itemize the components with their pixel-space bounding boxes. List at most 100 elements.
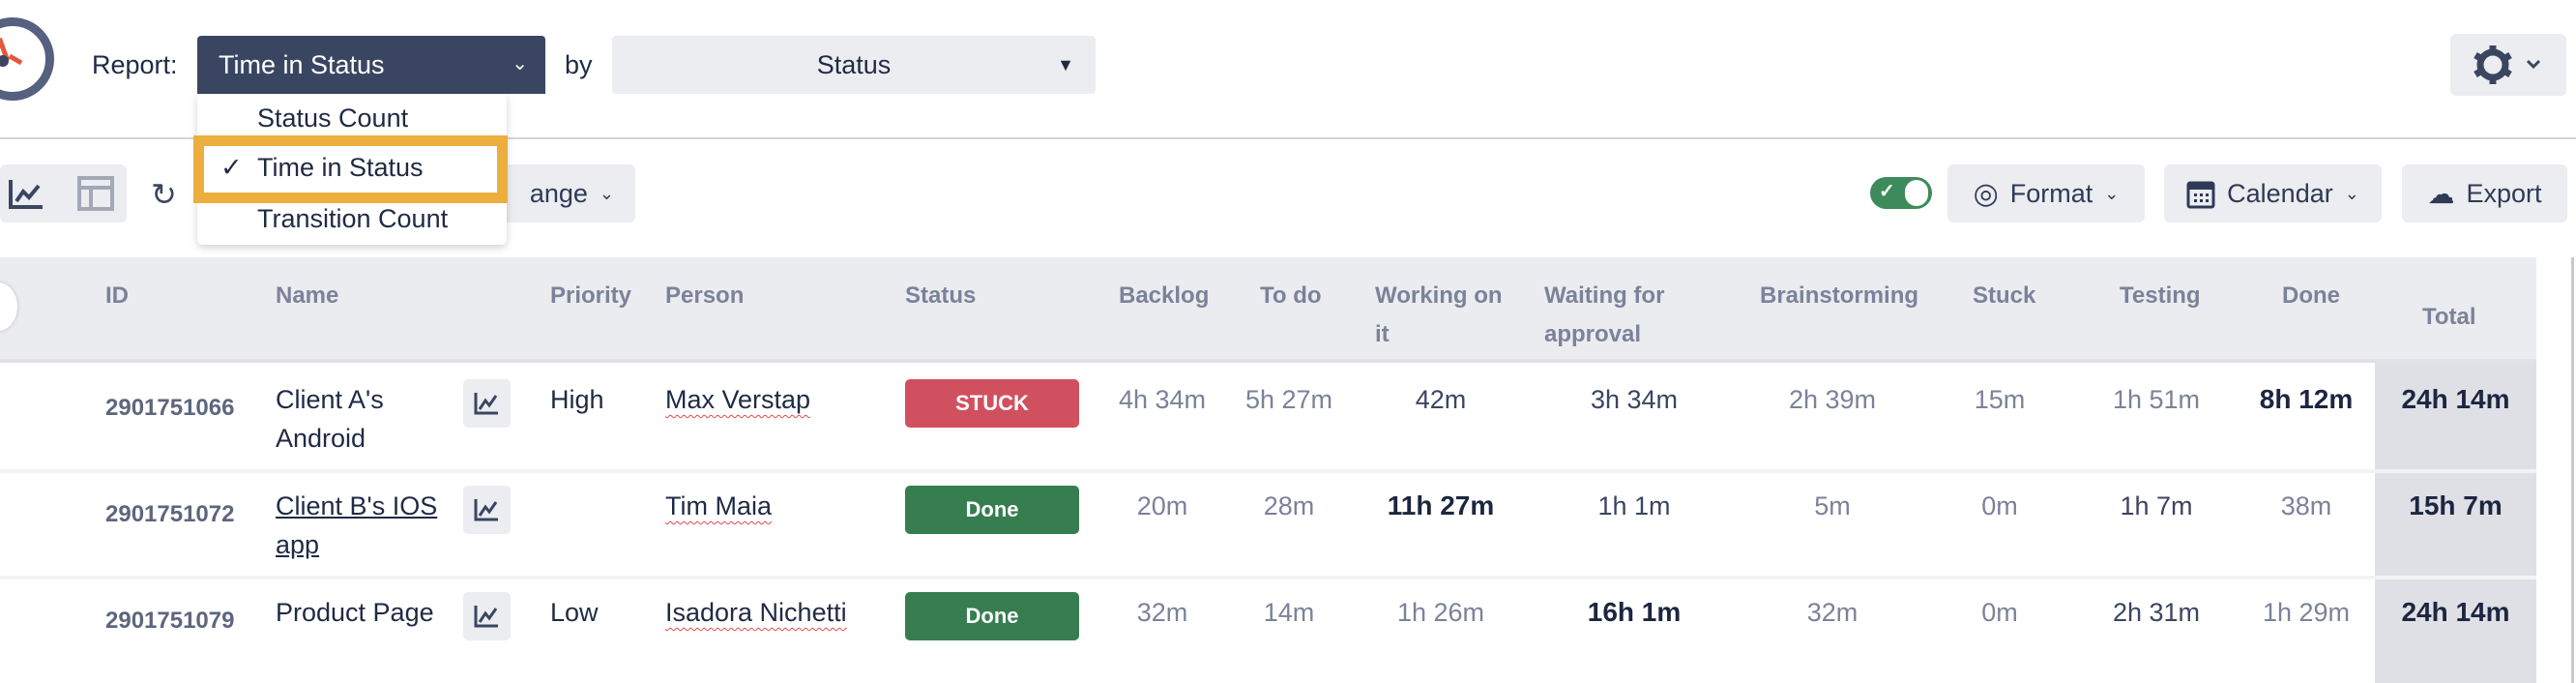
time-cell: 1h 1m: [1597, 491, 1671, 520]
column-header[interactable]: Waiting for approval: [1544, 282, 1665, 347]
person-name: Isadora Nichetti: [665, 598, 847, 627]
trend-chart-icon[interactable]: [8, 178, 46, 211]
time-cell: 38m: [2280, 491, 2332, 520]
check-icon: ✓: [1879, 181, 1895, 202]
time-cell: 28m: [1263, 491, 1315, 520]
scrollbar[interactable]: [2571, 257, 2574, 683]
header-divider: [0, 137, 2576, 139]
time-cell: 3h 34m: [1590, 385, 1679, 414]
time-cell: 5m: [1814, 491, 1851, 520]
person-name: Tim Maia: [665, 491, 773, 520]
time-cell: 1h 26m: [1396, 598, 1485, 627]
check-icon: ✓: [220, 153, 243, 182]
table-layout-icon[interactable]: [77, 176, 116, 213]
table-header: ID Name Priority Person Status Backlog To do Wo…: [0, 257, 2536, 363]
person-cell: Max Verstap: [665, 380, 810, 419]
menu-item-time-in-status[interactable]: Time in Status: [257, 153, 424, 182]
gear-icon: [2474, 45, 2541, 84]
eye-icon: ◎: [1973, 177, 1999, 210]
time-cell: 32m: [1136, 598, 1188, 627]
calendar-label: Calendar: [2227, 178, 2333, 208]
toggle-switch[interactable]: ✓: [1870, 177, 1932, 209]
time-cell: 20m: [1136, 491, 1188, 520]
group-by-select[interactable]: Status ▼: [612, 36, 1096, 94]
time-cell: 0m: [1981, 598, 2018, 627]
chevron-down-icon: ⌄: [2104, 183, 2120, 203]
date-range-label: ange: [529, 178, 588, 208]
app-logo: [0, 17, 54, 101]
time-cell: 2h 39m: [1788, 385, 1877, 414]
chart-button[interactable]: [463, 486, 511, 534]
chart-button[interactable]: [463, 379, 511, 428]
time-cell: 8h 12m: [2259, 384, 2354, 414]
highlight-box: [193, 135, 508, 203]
time-cell: 1h 7m: [2120, 491, 2193, 520]
column-header[interactable]: ID: [105, 282, 129, 309]
trend-chart-icon: [474, 393, 498, 415]
report-dropdown[interactable]: Time in Status ⌄: [197, 36, 545, 94]
column-header[interactable]: Name: [276, 282, 339, 309]
caret-down-icon: ▼: [1057, 55, 1074, 74]
column-header[interactable]: To do: [1260, 282, 1322, 309]
column-header[interactable]: Priority: [550, 282, 632, 309]
calendar-icon: [2186, 181, 2215, 209]
time-cell: 5h 27m: [1244, 385, 1333, 414]
column-header[interactable]: Testing: [2120, 282, 2201, 309]
person-cell: Isadora Nichetti: [665, 593, 847, 632]
column-header[interactable]: Stuck: [1973, 282, 2036, 309]
name-cell[interactable]: Client B's IOS app: [276, 491, 438, 559]
total-cell: 15h 7m: [2409, 490, 2503, 520]
id-cell: 2901751079: [105, 608, 235, 634]
group-by-value: Status: [816, 50, 892, 79]
name-cell[interactable]: Product Page: [276, 598, 434, 627]
time-cell: 2h 31m: [2112, 598, 2201, 627]
status-badge[interactable]: Done: [905, 592, 1079, 640]
time-cell: 1h 51m: [2112, 385, 2201, 414]
column-header[interactable]: Backlog: [1119, 282, 1210, 309]
priority-cell: Low: [550, 598, 599, 627]
priority-cell: High: [550, 385, 604, 414]
menu-item-transition-count[interactable]: Transition Count: [257, 204, 449, 233]
settings-button[interactable]: [2450, 34, 2566, 96]
trend-chart-icon: [474, 499, 498, 521]
menu-item-status-count[interactable]: Status Count: [257, 104, 409, 133]
time-cell: 1h 29m: [2262, 598, 2351, 627]
time-cell: 15m: [1974, 385, 2026, 414]
time-cell: 11h 27m: [1387, 490, 1495, 520]
column-header[interactable]: Brainstorming: [1760, 282, 1919, 309]
total-cell: 24h 14m: [2401, 384, 2510, 414]
status-badge[interactable]: STUCK: [905, 379, 1079, 428]
chevron-down-icon: ⌄: [2344, 183, 2359, 203]
id-cell: 2901751072: [105, 501, 235, 527]
format-button[interactable]: ◎ Format ⌄: [1947, 164, 2145, 223]
export-button[interactable]: ☁ Export: [2402, 164, 2567, 223]
column-header[interactable]: Done: [2282, 282, 2340, 309]
column-header[interactable]: Status: [905, 282, 977, 309]
report-dropdown-value: Time in Status: [219, 50, 385, 79]
column-header[interactable]: Working on it: [1375, 282, 1503, 347]
by-label: by: [565, 50, 593, 79]
chevron-down-icon: ⌄: [512, 53, 528, 74]
refresh-icon[interactable]: ↻: [151, 177, 177, 212]
row-divider: [0, 469, 2536, 473]
id-cell: 2901751066: [105, 395, 235, 421]
person-name: Max Verstap: [665, 385, 811, 414]
trend-chart-icon: [474, 606, 498, 628]
group-cell: up e: [0, 595, 19, 672]
row-divider: [0, 576, 2536, 579]
calendar-button[interactable]: Calendar ⌄: [2164, 164, 2382, 223]
column-header[interactable]: Person: [665, 282, 745, 309]
time-cell: 16h 1m: [1587, 597, 1682, 627]
time-cell: 32m: [1806, 598, 1859, 627]
total-column-bg: [2375, 363, 2536, 683]
status-badge[interactable]: Done: [905, 486, 1079, 534]
time-cell: 0m: [1981, 491, 2018, 520]
chart-button[interactable]: [463, 592, 511, 640]
view-toggle-group: [0, 164, 127, 223]
report-menu: Status Count Time in Status ✓ Transition…: [197, 94, 507, 245]
format-label: Format: [2009, 178, 2093, 208]
time-cell: 14m: [1263, 598, 1315, 627]
column-resize-handle[interactable]: [0, 282, 17, 331]
name-cell[interactable]: Client A's Android: [276, 385, 384, 453]
column-header[interactable]: Total: [2422, 304, 2476, 330]
